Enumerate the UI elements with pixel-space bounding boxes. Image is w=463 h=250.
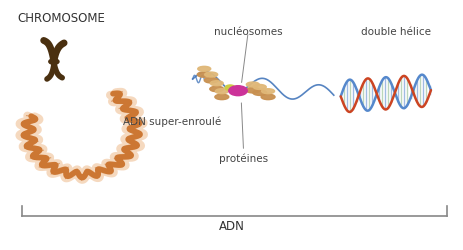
Ellipse shape bbox=[261, 94, 275, 100]
Ellipse shape bbox=[209, 86, 223, 92]
Text: nucléosomes: nucléosomes bbox=[213, 27, 282, 37]
Ellipse shape bbox=[215, 89, 228, 94]
Text: double hélice: double hélice bbox=[361, 27, 430, 37]
Ellipse shape bbox=[261, 89, 274, 94]
Ellipse shape bbox=[197, 72, 211, 77]
Text: protéines: protéines bbox=[219, 154, 268, 164]
Ellipse shape bbox=[252, 90, 266, 96]
Text: CHROMOSOME: CHROMOSOME bbox=[17, 12, 105, 25]
Ellipse shape bbox=[246, 82, 259, 87]
Ellipse shape bbox=[214, 94, 228, 100]
Ellipse shape bbox=[204, 72, 217, 77]
Text: ADN: ADN bbox=[219, 220, 244, 233]
Circle shape bbox=[228, 86, 247, 96]
Ellipse shape bbox=[253, 84, 266, 89]
Text: ADN super-enroulé: ADN super-enroulé bbox=[123, 116, 221, 127]
Ellipse shape bbox=[49, 59, 59, 64]
Ellipse shape bbox=[245, 88, 259, 93]
Ellipse shape bbox=[204, 78, 218, 83]
Circle shape bbox=[225, 85, 235, 90]
Ellipse shape bbox=[197, 66, 210, 71]
Ellipse shape bbox=[210, 81, 223, 86]
